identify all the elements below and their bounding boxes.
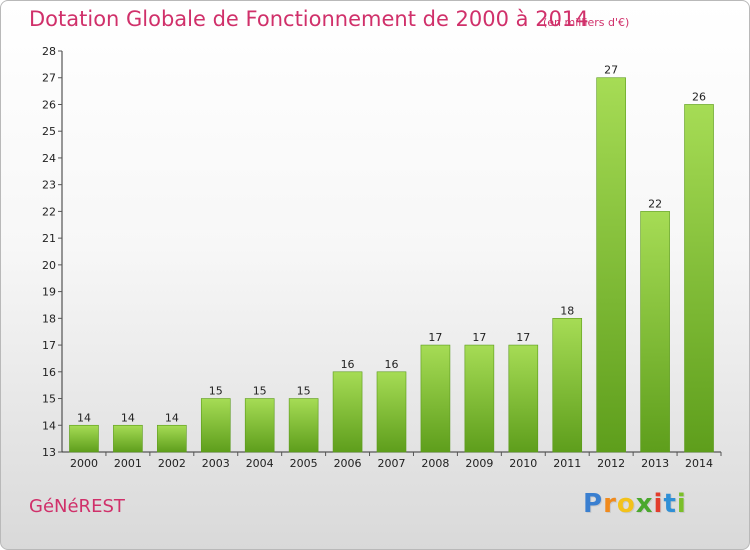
- x-tick-label: 2010: [509, 457, 537, 470]
- bar: [640, 211, 670, 453]
- data-label: 26: [692, 90, 706, 103]
- x-tick-label: 2012: [597, 457, 625, 470]
- x-tick-label: 2013: [641, 457, 669, 470]
- x-tick-label: 2006: [334, 457, 362, 470]
- bar: [508, 344, 539, 453]
- y-tick-label: 18: [42, 312, 56, 325]
- logo-letter: t: [663, 489, 677, 519]
- bar: [244, 398, 275, 453]
- y-tick-label: 17: [42, 339, 56, 352]
- data-label: 16: [385, 358, 399, 371]
- bar: [596, 77, 626, 453]
- x-tick-label: 2009: [465, 457, 493, 470]
- y-tick-label: 21: [42, 232, 56, 245]
- x-tick-label: 2003: [202, 457, 230, 470]
- data-label: 16: [341, 358, 355, 371]
- bar: [113, 424, 143, 453]
- bar: [376, 371, 407, 453]
- y-axis: 13 14 15 16 17 18 19 20 21 22 23 24 25 26 27 28: [42, 45, 63, 459]
- x-tick-label: 2002: [158, 457, 186, 470]
- y-tick-label: 24: [42, 152, 56, 165]
- data-label: 17: [428, 331, 442, 344]
- y-tick-label: 26: [42, 98, 56, 111]
- bar: [464, 344, 495, 453]
- x-tick-label: 2001: [114, 457, 142, 470]
- y-tick-label: 28: [42, 45, 56, 58]
- logo-letter: P: [583, 489, 604, 519]
- logo-letter: o: [616, 489, 636, 519]
- bar: [200, 398, 231, 453]
- chart-unit-label: (en milliers d'€): [543, 16, 630, 29]
- data-label: 17: [472, 331, 486, 344]
- commune-name: GéNéREST: [29, 496, 125, 517]
- proxiti-logo[interactable]: Proxiti: [583, 489, 687, 519]
- y-tick-label: 22: [42, 205, 56, 218]
- x-tick-label: 2014: [685, 457, 713, 470]
- y-tick-label: 19: [42, 286, 56, 299]
- logo-letter: r: [603, 489, 617, 519]
- y-tick-label: 13: [42, 446, 56, 459]
- x-tick-label: 2005: [290, 457, 318, 470]
- data-label: 22: [648, 197, 662, 210]
- data-label: 14: [77, 411, 91, 424]
- data-label: 15: [297, 385, 311, 398]
- data-label: 15: [209, 385, 223, 398]
- bar: [684, 104, 714, 453]
- bar-series: [69, 77, 714, 453]
- data-label: 18: [560, 304, 574, 317]
- x-tick-label: 2008: [421, 457, 449, 470]
- bar: [157, 424, 187, 453]
- data-label: 14: [121, 411, 135, 424]
- data-label: 27: [604, 64, 618, 77]
- bar: [420, 344, 451, 453]
- logo-letter: i: [653, 489, 664, 519]
- chart-title: Dotation Globale de Fonctionnement de 20…: [29, 7, 589, 31]
- y-tick-label: 23: [42, 179, 56, 192]
- x-axis: 2000 2001 2002 2003 2004 2005 2006 2007 2008 2009…: [62, 451, 722, 470]
- logo-letter: i: [676, 489, 687, 519]
- data-label: 17: [516, 331, 530, 344]
- data-labels: 14 14 14 15 15 15 16 16 17 17 17 18 27 22 26: [77, 64, 706, 425]
- logo-letter: x: [635, 489, 654, 519]
- bar: [332, 371, 363, 453]
- y-tick-label: 20: [42, 259, 56, 272]
- x-tick-label: 2004: [246, 457, 274, 470]
- y-tick-label: 25: [42, 125, 56, 138]
- x-tick-label: 2000: [70, 457, 98, 470]
- y-tick-label: 14: [42, 419, 56, 432]
- data-label: 14: [165, 411, 179, 424]
- x-tick-label: 2011: [553, 457, 581, 470]
- y-tick-label: 16: [42, 366, 56, 379]
- data-label: 15: [253, 385, 267, 398]
- bar: [552, 318, 583, 453]
- x-tick-label: 2007: [378, 457, 406, 470]
- bar: [288, 398, 319, 453]
- y-tick-label: 27: [42, 72, 56, 85]
- y-tick-label: 15: [42, 393, 56, 406]
- bar: [69, 424, 99, 453]
